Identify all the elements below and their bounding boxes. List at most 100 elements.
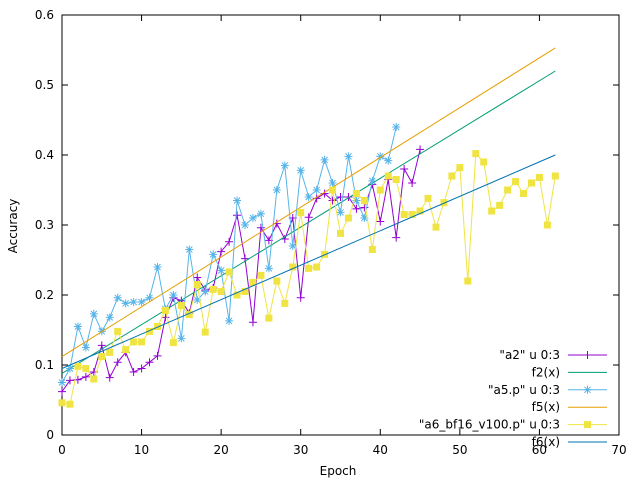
data-point: [352, 204, 361, 213]
legend-item: f5(x): [532, 400, 607, 414]
y-tick-label: 0.4: [35, 148, 54, 162]
series-2: [58, 123, 401, 387]
x-tick-label: 50: [452, 443, 467, 457]
data-point: [217, 247, 226, 256]
data-point: [289, 263, 297, 271]
data-point: [464, 277, 472, 285]
data-point: [424, 194, 432, 202]
data-point: [130, 338, 138, 346]
x-axis-label: Epoch: [320, 464, 357, 478]
x-tick-label: 60: [532, 443, 547, 457]
data-point: [90, 375, 98, 383]
data-point: [241, 221, 250, 229]
data-point: [74, 362, 82, 370]
data-point: [145, 293, 154, 302]
data-point: [81, 372, 90, 381]
data-point: [312, 186, 321, 194]
data-point: [113, 358, 122, 367]
data-point: [137, 364, 146, 373]
data-point: [122, 346, 130, 354]
data-point: [58, 378, 66, 387]
series-line: [61, 152, 556, 405]
series-3: [61, 47, 556, 358]
data-point: [527, 179, 535, 187]
data-point: [98, 353, 106, 361]
data-point: [400, 211, 408, 218]
data-point: [336, 208, 345, 217]
data-point: [296, 166, 305, 175]
data-point: [344, 214, 352, 222]
data-point: [535, 173, 543, 181]
data-point: [58, 387, 66, 396]
data-point: [233, 291, 241, 299]
data-point: [58, 399, 66, 407]
data-point: [241, 288, 249, 295]
data-point: [329, 186, 337, 194]
y-tick-label: 0: [46, 428, 54, 442]
data-point: [177, 334, 186, 343]
data-point: [296, 293, 305, 302]
x-tick-label: 0: [58, 443, 66, 457]
data-point: [352, 190, 360, 197]
data-point: [488, 207, 496, 215]
data-point: [328, 179, 337, 187]
data-point: [66, 400, 74, 408]
data-point: [73, 322, 82, 331]
data-point: [65, 364, 74, 373]
data-point: [249, 278, 257, 286]
data-point: [376, 152, 385, 161]
data-point: [217, 288, 225, 295]
data-point: [81, 343, 90, 352]
data-point: [177, 302, 185, 309]
data-point: [264, 264, 273, 273]
data-point: [169, 291, 178, 299]
series-1: [61, 70, 556, 374]
data-point: [392, 233, 401, 242]
data-point: [400, 165, 409, 173]
legend-item: f6(x): [532, 435, 607, 449]
data-point: [233, 196, 242, 205]
series-line: [61, 149, 421, 392]
legend-marker: [583, 351, 592, 359]
data-point: [472, 150, 480, 158]
y-tick-label: 0.1: [35, 358, 54, 372]
data-point: [114, 327, 122, 335]
data-point: [65, 376, 74, 385]
data-point: [496, 201, 504, 209]
data-point: [551, 172, 559, 180]
data-point: [432, 223, 440, 231]
data-point: [105, 373, 114, 382]
data-point: [233, 211, 242, 220]
data-point: [512, 178, 520, 186]
series-line: [61, 70, 556, 374]
data-point: [448, 172, 456, 180]
data-point: [368, 176, 377, 185]
series-line: [61, 126, 397, 383]
x-tick-label: 20: [214, 443, 229, 457]
data-point: [121, 299, 130, 308]
data-point: [153, 351, 162, 360]
data-point: [256, 223, 265, 232]
data-point: [185, 311, 193, 319]
legend-label: f2(x): [532, 365, 560, 379]
data-point: [82, 365, 90, 372]
data-point: [440, 199, 448, 207]
axes: 0 10 20 30 40 50 60 70 0 0.1 0.2 0.3 0.4 0.5 0.6: [35, 8, 627, 457]
data-point: [145, 358, 154, 367]
data-point: [376, 186, 384, 194]
data-point: [225, 316, 234, 325]
data-point: [225, 237, 234, 246]
data-point: [368, 246, 376, 253]
data-point: [97, 341, 106, 350]
data-point: [384, 172, 392, 180]
data-point: [304, 213, 313, 222]
data-point: [129, 298, 138, 306]
data-point: [384, 156, 393, 165]
x-tick-label: 30: [293, 443, 308, 457]
data-point: [217, 266, 226, 275]
data-point: [272, 186, 281, 194]
data-point: [520, 190, 528, 197]
legend-label: f5(x): [532, 400, 560, 414]
data-point: [288, 242, 297, 250]
series-0: [58, 145, 425, 396]
